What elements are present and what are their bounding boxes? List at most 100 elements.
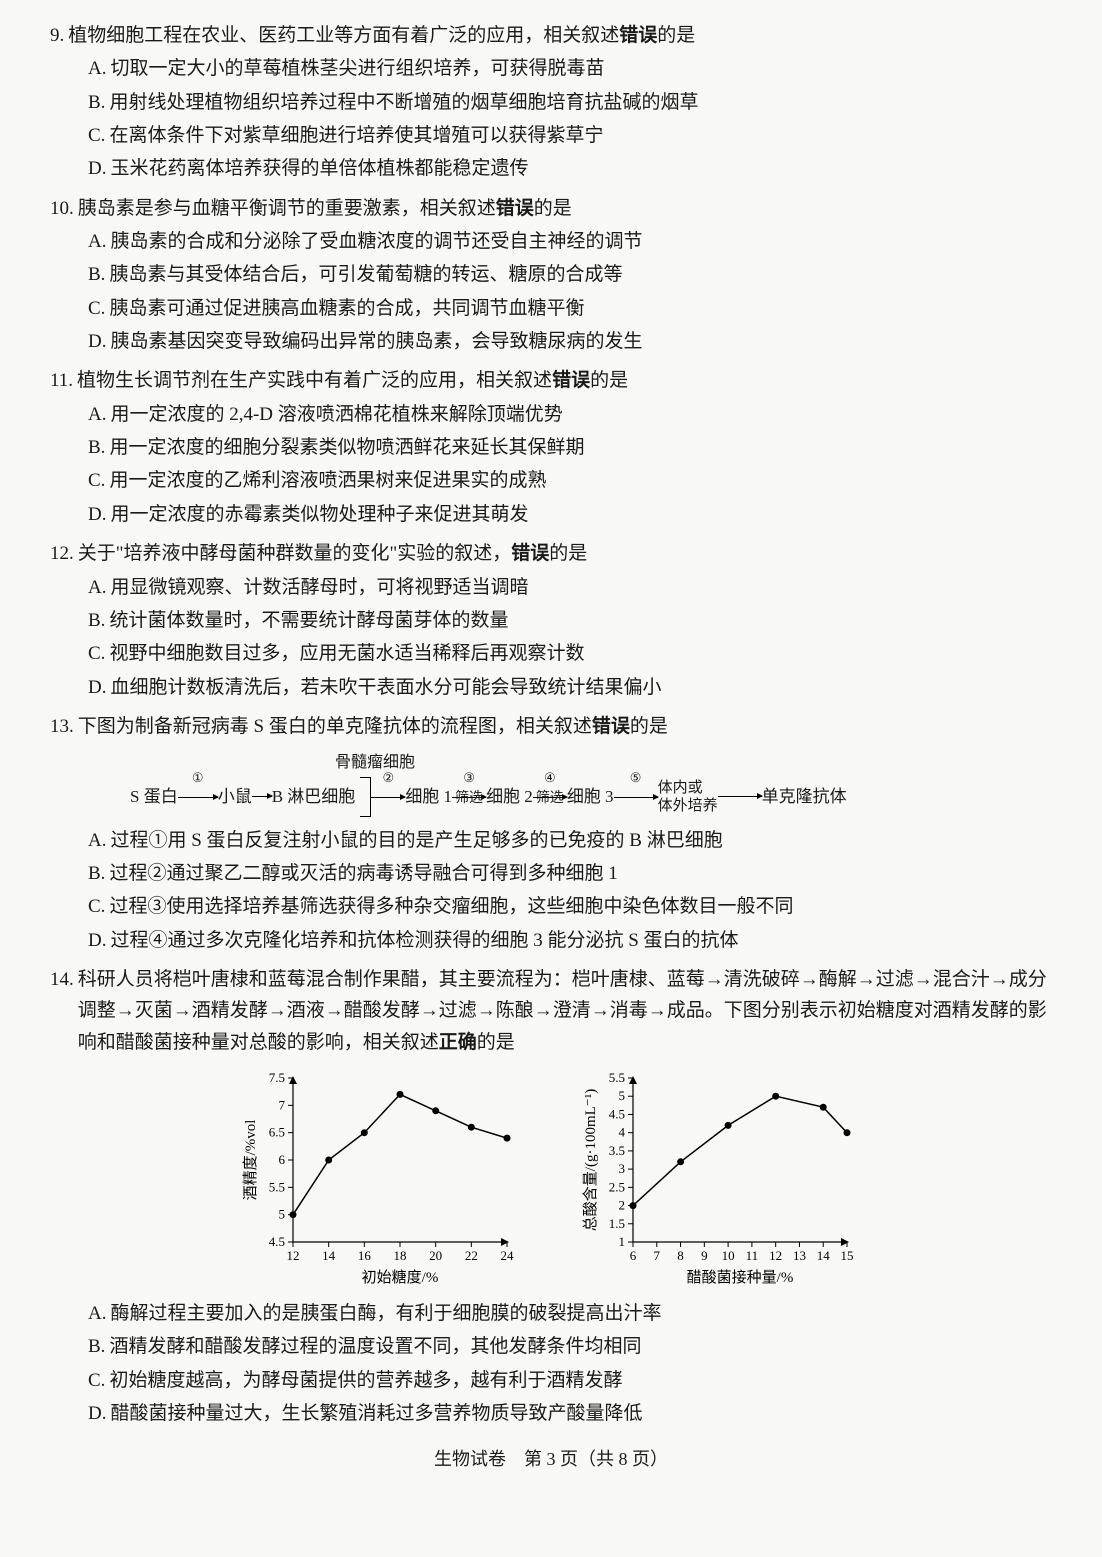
option-text: 胰岛素与其受体结合后，可引发葡萄糖的转运、糖原的合成等: [109, 259, 1052, 290]
option-A: A.切取一定大小的草莓植株茎尖进行组织培养，可获得脱毒苗: [88, 53, 1052, 84]
svg-text:16: 16: [358, 1248, 372, 1263]
question-12: 12.关于"培养液中酵母菌种群数量的变化"实验的叙述，错误的是A.用显微镜观察、…: [50, 538, 1052, 703]
option-text: 用一定浓度的细胞分裂素类似物喷洒鲜花来延长其保鲜期: [109, 432, 1052, 463]
svg-text:2: 2: [619, 1198, 626, 1213]
option-text: 用显微镜观察、计数活酵母时，可将视野适当调暗: [110, 572, 1052, 603]
option-label: C.: [88, 465, 105, 496]
question-stem: 植物细胞工程在农业、医药工业等方面有着广泛的应用，相关叙述错误的是: [68, 20, 1052, 51]
option-C: C.初始糖度越高，为酵母菌提供的营养越多，越有利于酒精发酵: [88, 1365, 1052, 1396]
svg-text:6.5: 6.5: [269, 1125, 285, 1140]
option-C: C.用一定浓度的乙烯利溶液喷洒果树来促进果实的成熟: [88, 465, 1052, 496]
option-text: 酒精发酵和醋酸发酵过程的温度设置不同，其他发酵条件均相同: [109, 1331, 1052, 1362]
question-number: 12.: [50, 538, 74, 569]
option-label: D.: [88, 326, 106, 357]
option-label: D.: [88, 153, 106, 184]
svg-text:4: 4: [619, 1125, 626, 1140]
svg-text:2.5: 2.5: [609, 1179, 625, 1194]
svg-text:总酸含量/(g·100mL⁻¹): 总酸含量/(g·100mL⁻¹): [582, 1089, 599, 1231]
option-B: B.用射线处理植物组织培养过程中不断增殖的烟草细胞培育抗盐碱的烟草: [88, 87, 1052, 118]
question-14: 14.科研人员将桤叶唐棣和蓝莓混合制作果醋，其主要流程为：桤叶唐棣、蓝莓→清洗破…: [50, 964, 1052, 1429]
question-13: 13.下图为制备新冠病毒 S 蛋白的单克隆抗体的流程图，相关叙述错误的是 骨髓瘤…: [50, 711, 1052, 956]
question-10: 10.胰岛素是参与血糖平衡调节的重要激素，相关叙述错误的是A.胰岛素的合成和分泌…: [50, 193, 1052, 358]
option-text: 用一定浓度的 2,4-D 溶液喷洒棉花植株来解除顶端优势: [110, 399, 1052, 430]
option-text: 用射线处理植物组织培养过程中不断增殖的烟草细胞培育抗盐碱的烟草: [109, 87, 1052, 118]
option-A: A.酶解过程主要加入的是胰蛋白酶，有利于细胞膜的破裂提高出汁率: [88, 1298, 1052, 1329]
svg-text:4.5: 4.5: [609, 1106, 625, 1121]
chart-acid: 6789101112131415 11.522.533.544.555.5 醋酸…: [581, 1068, 861, 1288]
svg-text:20: 20: [429, 1248, 442, 1263]
option-label: C.: [88, 1365, 105, 1396]
svg-text:10: 10: [722, 1248, 735, 1263]
option-B: B.胰岛素与其受体结合后，可引发葡萄糖的转运、糖原的合成等: [88, 259, 1052, 290]
option-label: A.: [88, 572, 106, 603]
svg-text:初始糖度/%: 初始糖度/%: [362, 1269, 439, 1286]
option-A: A.过程①用 S 蛋白反复注射小鼠的目的是产生足够多的已免疫的 B 淋巴细胞: [88, 825, 1052, 856]
option-C: C.过程③使用选择培养基筛选获得多种杂交瘤细胞，这些细胞中染色体数目一般不同: [88, 891, 1052, 922]
question-stem: 植物生长调节剂在生产实践中有着广泛的应用，相关叙述错误的是: [77, 365, 1052, 396]
question-stem: 科研人员将桤叶唐棣和蓝莓混合制作果醋，其主要流程为：桤叶唐棣、蓝莓→清洗破碎→酶…: [78, 964, 1052, 1058]
svg-text:14: 14: [817, 1248, 831, 1263]
svg-text:7: 7: [654, 1248, 661, 1263]
svg-text:18: 18: [394, 1248, 407, 1263]
option-text: 酶解过程主要加入的是胰蛋白酶，有利于细胞膜的破裂提高出汁率: [110, 1298, 1052, 1329]
svg-text:6: 6: [630, 1248, 637, 1263]
svg-text:15: 15: [841, 1248, 854, 1263]
question-11: 11.植物生长调节剂在生产实践中有着广泛的应用，相关叙述错误的是A.用一定浓度的…: [50, 365, 1052, 530]
svg-text:3: 3: [619, 1161, 626, 1176]
option-label: A.: [88, 399, 106, 430]
option-D: D.过程④通过多次克隆化培养和抗体检测获得的细胞 3 能分泌抗 S 蛋白的抗体: [88, 925, 1052, 956]
option-D: D.胰岛素基因突变导致编码出异常的胰岛素，会导致糖尿病的发生: [88, 326, 1052, 357]
option-label: C.: [88, 293, 105, 324]
question-number: 11.: [50, 365, 73, 396]
svg-text:5.5: 5.5: [609, 1070, 625, 1085]
svg-text:14: 14: [322, 1248, 336, 1263]
option-B: B.用一定浓度的细胞分裂素类似物喷洒鲜花来延长其保鲜期: [88, 432, 1052, 463]
page-footer: 生物试卷 第 3 页（共 8 页）: [50, 1445, 1052, 1475]
option-text: 在离体条件下对紫草细胞进行培养使其增殖可以获得紫草宁: [109, 120, 1052, 151]
question-stem: 下图为制备新冠病毒 S 蛋白的单克隆抗体的流程图，相关叙述错误的是: [78, 711, 1052, 742]
svg-text:7.5: 7.5: [269, 1070, 285, 1085]
question-number: 14.: [50, 964, 74, 1058]
option-label: C.: [88, 120, 105, 151]
option-label: A.: [88, 825, 106, 856]
svg-text:5.5: 5.5: [269, 1179, 285, 1194]
option-text: 胰岛素的合成和分泌除了受血糖浓度的调节还受自主神经的调节: [110, 226, 1052, 257]
option-label: B.: [88, 1331, 105, 1362]
svg-text:12: 12: [287, 1248, 300, 1263]
option-label: B.: [88, 432, 105, 463]
flow-diagram: 骨髓瘤细胞 S 蛋白 ① 小鼠 B 淋巴细胞 ② 细胞 1 ③ 筛选 细胞 2: [130, 750, 1052, 816]
option-text: 过程①用 S 蛋白反复注射小鼠的目的是产生足够多的已免疫的 B 淋巴细胞: [110, 825, 1052, 856]
option-label: B.: [88, 858, 105, 889]
option-label: A.: [88, 1298, 106, 1329]
option-B: B.酒精发酵和醋酸发酵过程的温度设置不同，其他发酵条件均相同: [88, 1331, 1052, 1362]
svg-text:9: 9: [701, 1248, 708, 1263]
option-A: A.用一定浓度的 2,4-D 溶液喷洒棉花植株来解除顶端优势: [88, 399, 1052, 430]
option-label: A.: [88, 53, 106, 84]
option-label: C.: [88, 891, 105, 922]
option-label: A.: [88, 226, 106, 257]
option-A: A.用显微镜观察、计数活酵母时，可将视野适当调暗: [88, 572, 1052, 603]
chart-alcohol: 12141618202224 4.555.566.577.5 初始糖度/% 酒精…: [241, 1068, 521, 1288]
svg-text:3.5: 3.5: [609, 1143, 625, 1158]
question-number: 9.: [50, 20, 64, 51]
option-text: 视野中细胞数目过多，应用无菌水适当稀释后再观察计数: [109, 638, 1052, 669]
question-9: 9.植物细胞工程在农业、医药工业等方面有着广泛的应用，相关叙述错误的是A.切取一…: [50, 20, 1052, 185]
option-text: 过程③使用选择培养基筛选获得多种杂交瘤细胞，这些细胞中染色体数目一般不同: [109, 891, 1052, 922]
svg-text:8: 8: [677, 1248, 684, 1263]
option-label: B.: [88, 259, 105, 290]
option-A: A.胰岛素的合成和分泌除了受血糖浓度的调节还受自主神经的调节: [88, 226, 1052, 257]
option-D: D.用一定浓度的赤霉素类似物处理种子来促进其萌发: [88, 499, 1052, 530]
svg-text:1: 1: [619, 1234, 626, 1249]
option-label: B.: [88, 605, 105, 636]
svg-text:22: 22: [465, 1248, 478, 1263]
option-C: C.视野中细胞数目过多，应用无菌水适当稀释后再观察计数: [88, 638, 1052, 669]
svg-text:醋酸菌接种量/%: 醋酸菌接种量/%: [687, 1269, 794, 1286]
svg-text:11: 11: [746, 1248, 759, 1263]
option-label: B.: [88, 87, 105, 118]
option-text: 胰岛素可通过促进胰高血糖素的合成，共同调节血糖平衡: [109, 293, 1052, 324]
option-D: D.血细胞计数板清洗后，若未吹干表面水分可能会导致统计结果偏小: [88, 672, 1052, 703]
option-C: C.在离体条件下对紫草细胞进行培养使其增殖可以获得紫草宁: [88, 120, 1052, 151]
option-text: 过程②通过聚乙二醇或灭活的病毒诱导融合可得到多种细胞 1: [109, 858, 1052, 889]
option-B: B.过程②通过聚乙二醇或灭活的病毒诱导融合可得到多种细胞 1: [88, 858, 1052, 889]
question-stem: 胰岛素是参与血糖平衡调节的重要激素，相关叙述错误的是: [78, 193, 1052, 224]
